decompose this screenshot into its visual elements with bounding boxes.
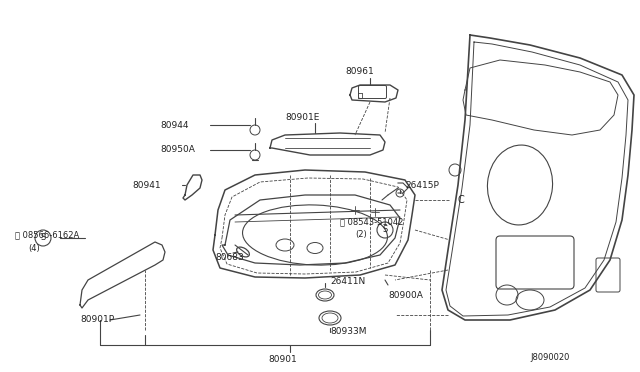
Text: Ⓢ 08566-6162A: Ⓢ 08566-6162A <box>15 231 79 240</box>
Text: J8090020: J8090020 <box>530 353 570 362</box>
Text: (4): (4) <box>28 244 40 253</box>
Text: 80961: 80961 <box>345 67 374 77</box>
Text: 80683: 80683 <box>215 253 244 263</box>
Text: 26415P: 26415P <box>405 180 439 189</box>
Text: 80901: 80901 <box>268 356 297 365</box>
Text: 80950A: 80950A <box>160 145 195 154</box>
Text: 80901P: 80901P <box>80 315 114 324</box>
Text: Ⓢ 08543-51042: Ⓢ 08543-51042 <box>340 218 403 227</box>
Text: S: S <box>382 225 388 234</box>
Text: 80944: 80944 <box>160 121 189 129</box>
Text: S: S <box>40 234 45 243</box>
Text: 26411N: 26411N <box>330 278 365 286</box>
Text: 80901E: 80901E <box>285 113 319 122</box>
Text: 80900A: 80900A <box>388 291 423 299</box>
Text: (2): (2) <box>355 231 367 240</box>
Text: 80933M: 80933M <box>330 327 367 337</box>
Text: 80941: 80941 <box>132 180 161 189</box>
Text: C: C <box>458 195 465 205</box>
